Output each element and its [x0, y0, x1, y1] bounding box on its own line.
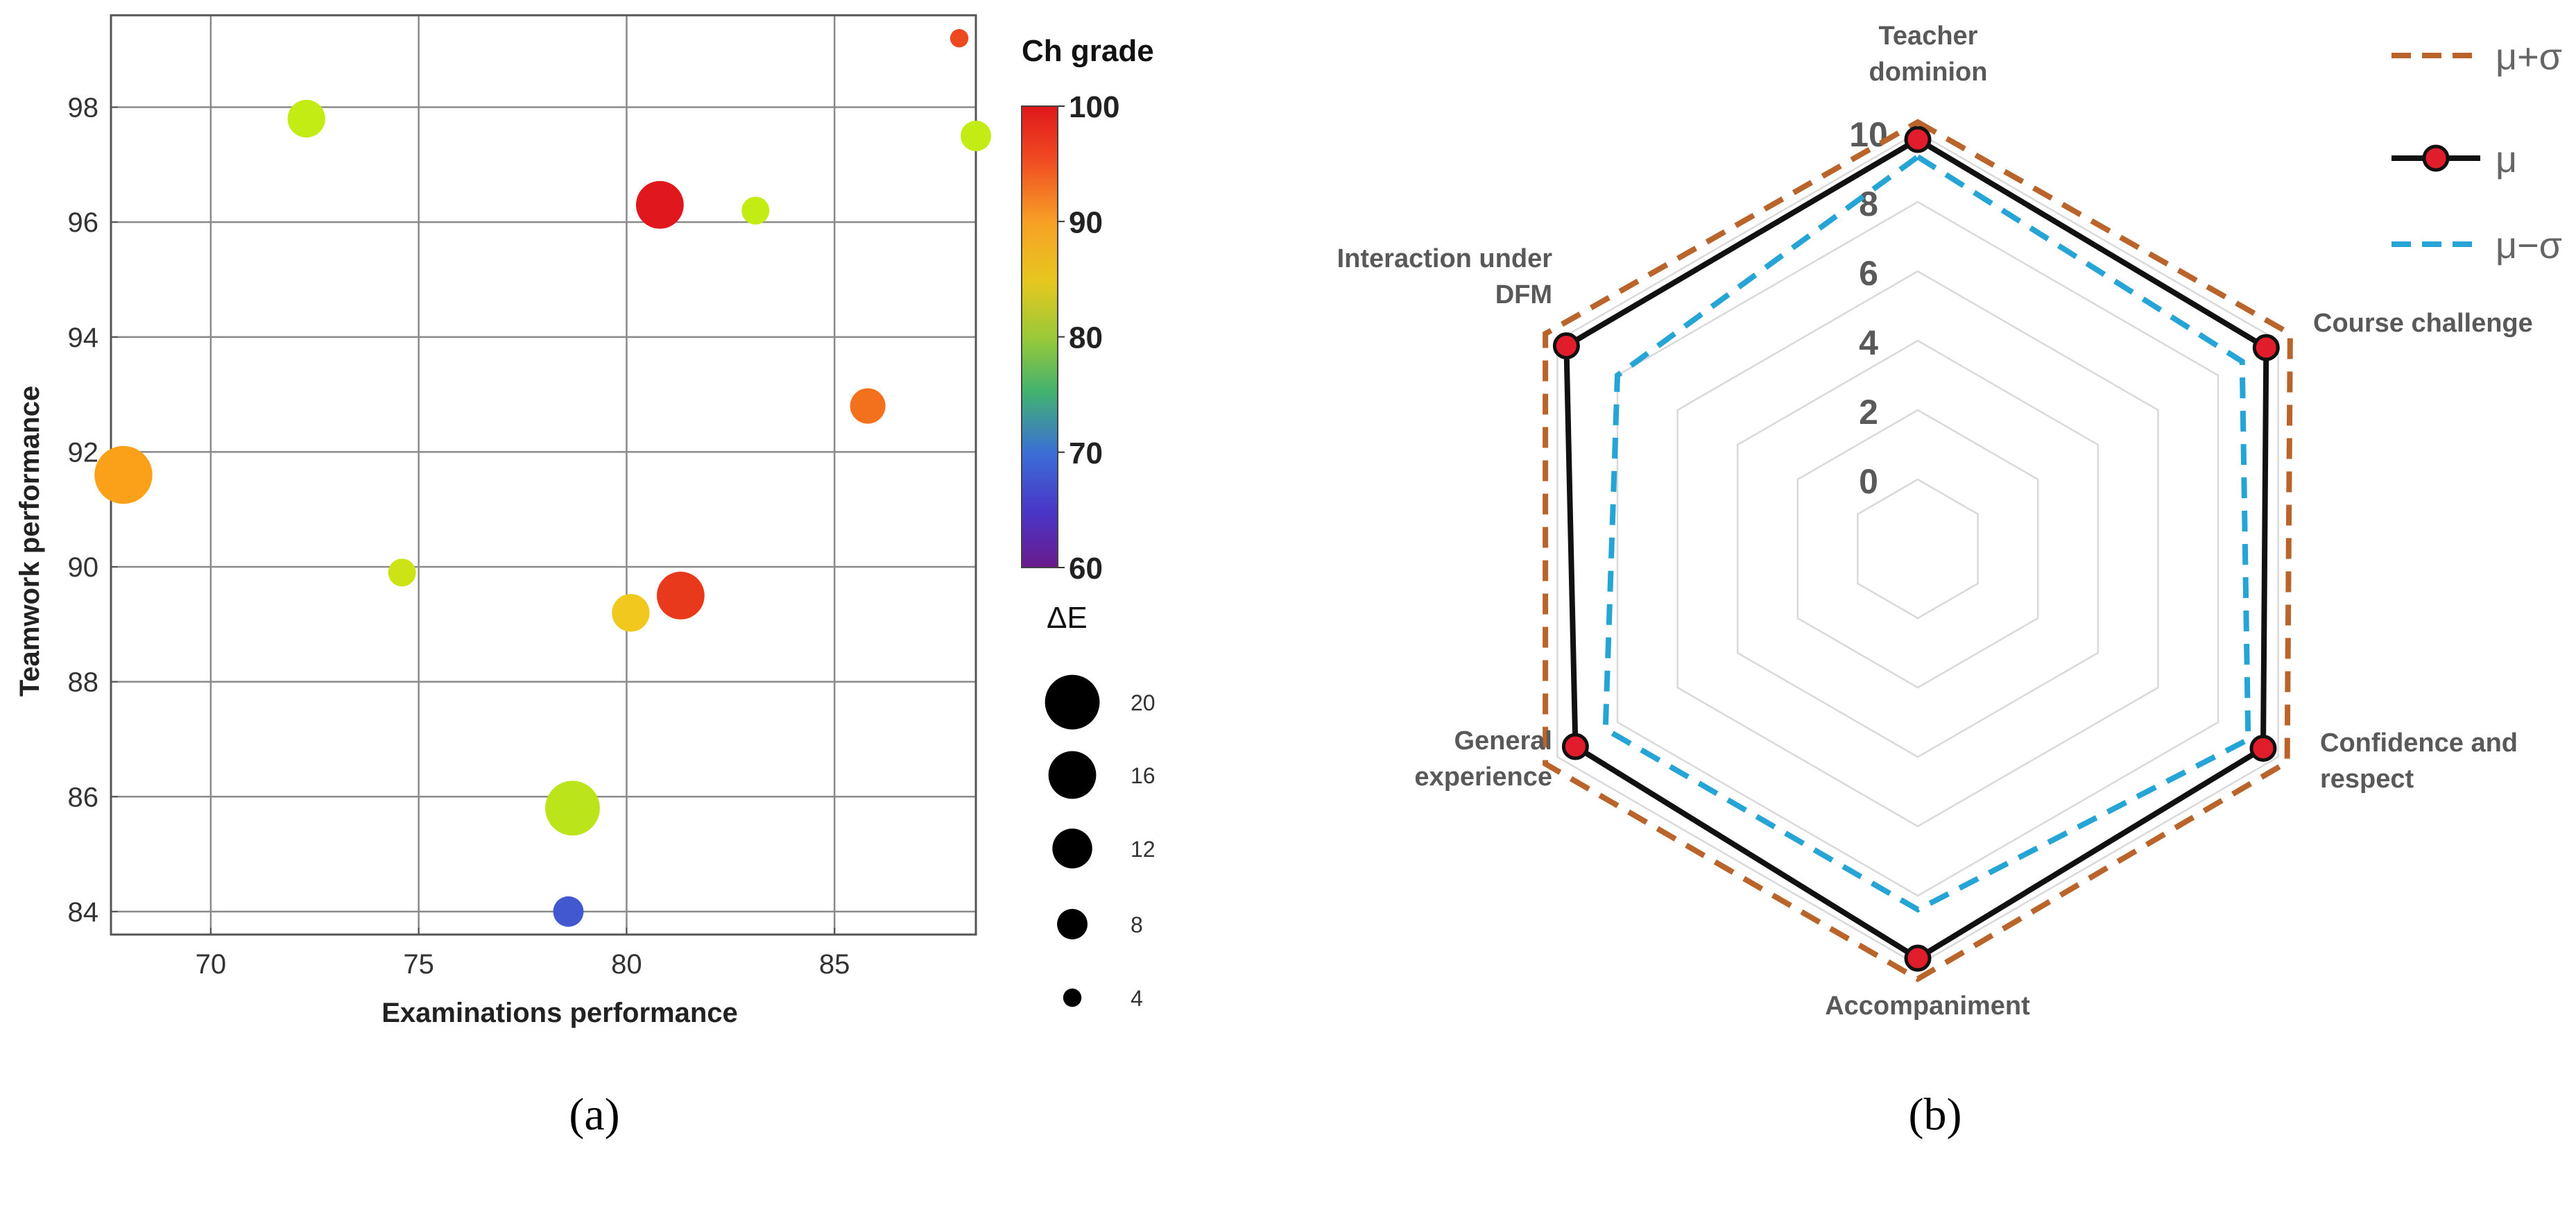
bubble-point	[635, 180, 684, 229]
y-tick-label: 84	[68, 897, 99, 928]
radar-marker	[2249, 735, 2277, 762]
radar-grid-ring	[1796, 409, 2039, 689]
radar-series	[1543, 119, 2293, 982]
radar-marker	[1904, 944, 1932, 972]
radar-axis-label-line: Accompaniment	[1825, 991, 2030, 1021]
size-legend-label: 8	[1131, 912, 1143, 937]
radial-tick-label: 0	[1859, 462, 1878, 501]
axis-ticks: 70 75 80 85 84 86 88 90 92 94 96 98	[68, 93, 850, 980]
radar-marker	[2252, 334, 2280, 361]
radar-axis-label: Accompaniment	[1825, 991, 2030, 1021]
radar-axis-label-line: General	[1454, 726, 1552, 756]
colorbar-tick-label: 100	[1069, 90, 1119, 124]
colorbar-tick-label: 90	[1069, 205, 1103, 239]
bubble-point	[656, 572, 705, 620]
colorbar-title: Ch grade	[1022, 34, 1154, 68]
size-legend: 20 16 12 8 4	[1045, 674, 1156, 1011]
y-tick-label: 94	[68, 323, 99, 353]
size-legend-marker	[1052, 828, 1092, 869]
radar-grid	[1556, 131, 2279, 966]
bubble-point	[850, 388, 886, 424]
radar-axis-label: Teacher dominion	[1869, 22, 1988, 87]
radar-axis-label: General experience	[1414, 726, 1552, 792]
x-tick-label: 85	[819, 949, 850, 980]
y-axis-label: Teamwork performance	[15, 386, 45, 697]
x-tick-label: 80	[611, 949, 642, 980]
bubble-point	[553, 896, 584, 927]
size-legend-marker	[1048, 751, 1097, 799]
y-tick-label: 98	[68, 93, 99, 123]
y-tick-label: 86	[68, 782, 99, 812]
legend-label: μ	[2496, 139, 2517, 180]
size-legend-label: 4	[1131, 986, 1143, 1011]
legend: μ+σ μ μ−σ	[2392, 36, 2562, 266]
bubble-point	[388, 559, 416, 587]
radar-series-line	[1602, 153, 2251, 913]
colorbar-tick-label: 60	[1069, 552, 1103, 586]
panel-label-b: (b)	[1909, 1089, 1962, 1140]
radial-tick-label: 10	[1849, 115, 1888, 154]
radar-axis-label-line: respect	[2320, 765, 2414, 794]
radar-marker	[1552, 332, 1580, 359]
radial-tick-label: 4	[1859, 323, 1878, 362]
size-legend-label: 12	[1131, 837, 1156, 862]
x-tick-label: 70	[196, 949, 227, 980]
size-legend-marker	[1057, 909, 1088, 939]
radar-grid-ring	[1616, 201, 2219, 897]
radar-axis-label: Confidence and respect	[2320, 728, 2518, 794]
colorbar	[1021, 105, 1058, 568]
bubble-point	[287, 99, 325, 138]
y-tick-label: 88	[68, 667, 99, 698]
bubble-point	[545, 781, 600, 836]
y-tick-label: 92	[68, 437, 99, 468]
radar-axis-label-line: Course challenge	[2313, 309, 2533, 338]
size-legend-marker	[1063, 988, 1082, 1007]
y-tick-label: 90	[68, 552, 99, 583]
axis-labels: Teacher dominion Course challenge Confidenc…	[1337, 22, 2533, 1021]
radar-marker	[1561, 733, 1589, 760]
radial-tick-label: 2	[1859, 393, 1878, 432]
x-axis-label: Examinations performance	[381, 998, 738, 1028]
radar-marker	[1904, 126, 1932, 153]
size-legend-label: 20	[1131, 690, 1156, 715]
legend-marker	[2422, 144, 2450, 172]
size-legend-label: 16	[1131, 763, 1156, 788]
bubble-point	[612, 594, 650, 632]
grid-lines	[111, 15, 976, 935]
colorbar-tick-label: 70	[1069, 436, 1103, 470]
radial-tick-label: 6	[1859, 254, 1878, 293]
radar-grid-ring	[1676, 270, 2159, 828]
bubble-point	[950, 28, 969, 48]
radar-axis-label: Interaction under DFM	[1337, 244, 1553, 309]
radar-grid-ring	[1556, 131, 2279, 966]
y-tick-label: 96	[68, 207, 99, 238]
panel-label-a: (a)	[569, 1089, 619, 1140]
size-legend-marker	[1045, 674, 1100, 730]
colorbar-ticks: 100 90 80 70 60	[1058, 90, 1119, 586]
bubble-point	[741, 196, 770, 225]
radar-axis-label-line: experience	[1414, 762, 1552, 792]
radar-axis-label-line: dominion	[1869, 58, 1988, 87]
x-tick-label: 75	[403, 949, 434, 980]
size-legend-title: ΔE	[1047, 601, 1088, 635]
legend-label: μ+σ	[2496, 36, 2562, 78]
radar-grid-ring	[1857, 478, 1979, 620]
radar-axis-label-line: Confidence and	[2320, 728, 2518, 758]
bubble-point	[961, 120, 991, 151]
radar-axis-label: Course challenge	[2313, 309, 2533, 338]
radar-axis-label-line: Teacher	[1879, 22, 1978, 51]
legend-label: μ−σ	[2496, 225, 2562, 266]
data-points	[94, 28, 991, 927]
bubble-point	[94, 445, 153, 504]
radar-axis-label-line: Interaction under	[1337, 244, 1553, 273]
radar-series-line	[1543, 119, 2293, 982]
colorbar-tick-label: 80	[1069, 321, 1103, 355]
radar-grid-ring	[1736, 339, 2100, 758]
radar-axis-label-line: DFM	[1495, 280, 1552, 309]
